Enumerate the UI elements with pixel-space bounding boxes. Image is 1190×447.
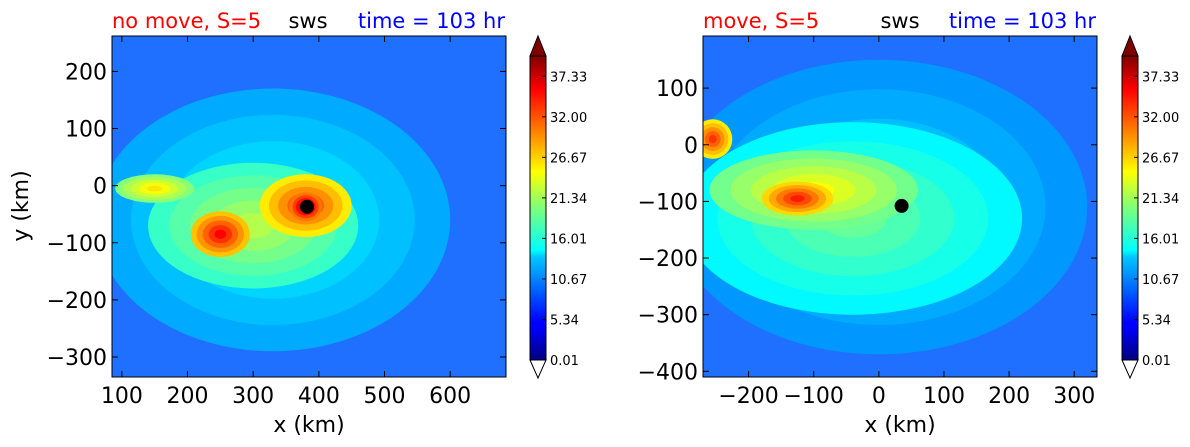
y-tick-label: −300 — [47, 346, 107, 371]
colorbar-tick-label: 10.67 — [550, 273, 587, 288]
colorbar-right-ticks: 37.33 32.00 26.67 21.34 16.01 10.67 5.34 0.01 — [1134, 70, 1179, 369]
colorbar-tick-label: 37.33 — [550, 70, 587, 85]
contour-field-left — [112, 88, 451, 352]
colorbar-left: 37.33 32.00 26.67 21.34 16.01 10.67 5.34 0.01 — [529, 34, 587, 380]
colorbar-left-extend-max — [529, 34, 547, 57]
y-tick-label: 0 — [93, 175, 107, 200]
y-tick-label: −200 — [638, 247, 698, 272]
colorbar-tick-label: 26.67 — [1142, 151, 1179, 166]
y-tick-label: −100 — [638, 190, 698, 215]
colorbar-left-bar — [529, 55, 547, 361]
panel-left: 100 200 300 400 500 600 200 100 0 −100 −200 −300 no… — [9, 9, 507, 438]
title-time-right: time = 103 hr — [949, 9, 1096, 33]
x-tick-label: 300 — [232, 384, 274, 409]
colorbar-tick-label: 16.01 — [550, 232, 587, 247]
x-tick-label: 300 — [1053, 384, 1095, 409]
colorbar-left-ticks: 37.33 32.00 26.67 21.34 16.01 10.67 5.34 0.01 — [542, 70, 587, 369]
x-tick-label: 0 — [872, 384, 886, 409]
x-tick-label: 600 — [429, 384, 471, 409]
colorbar-tick-label: 16.01 — [1142, 232, 1179, 247]
storm-center-marker — [300, 199, 315, 214]
colorbar-left-extend-min — [529, 359, 547, 380]
x-tick-label: 400 — [298, 384, 340, 409]
contour-blob-3-4 — [708, 135, 717, 144]
y-tick-label: −200 — [47, 289, 107, 314]
y-axis-label-left: y (km) — [9, 170, 34, 241]
y-tick-label: −300 — [638, 304, 698, 329]
x-axis-label-left: x (km) — [273, 413, 344, 438]
storm-center-marker — [894, 198, 909, 213]
x-tick-label: 200 — [988, 384, 1030, 409]
x-tick-label: 100 — [923, 384, 965, 409]
y-tick-label: −100 — [47, 232, 107, 257]
contour-blob-2-4 — [146, 185, 163, 192]
x-tick-label: −200 — [718, 384, 778, 409]
contour-blob-4-4 — [790, 195, 805, 202]
colorbar-tick-label: 21.34 — [550, 192, 587, 207]
x-axis-label-right: x (km) — [864, 413, 935, 438]
colorbar-right-extend-min — [1121, 359, 1139, 380]
colorbar-tick-label: 21.34 — [1142, 192, 1179, 207]
y-tick-label: 200 — [65, 60, 107, 85]
colorbar-tick-label: 0.01 — [550, 354, 579, 369]
colorbar-tick-label: 0.01 — [1142, 354, 1171, 369]
title-time-left: time = 103 hr — [358, 9, 505, 33]
y-tick-label: −400 — [638, 360, 698, 385]
title-left: no move, S=5 — [112, 9, 261, 33]
colorbar-tick-label: 37.33 — [1142, 70, 1179, 85]
title-right-panel: move, S=5 — [703, 9, 819, 33]
colorbar-right-extend-max — [1121, 34, 1139, 57]
colorbar-right-bar — [1121, 55, 1139, 361]
colorbar-right: 37.33 32.00 26.67 21.34 16.01 10.67 5.34 0.01 — [1121, 34, 1179, 380]
plot-frame-left — [111, 35, 507, 378]
colorbar-tick-label: 5.34 — [1142, 313, 1171, 328]
colorbar-tick-label: 32.00 — [1142, 111, 1179, 126]
colorbar-tick-label: 26.67 — [550, 151, 587, 166]
contour-field-right — [703, 59, 1088, 355]
x-tick-label: 200 — [167, 384, 209, 409]
ticks-left: 100 200 300 400 500 600 200 100 0 −100 −200 −300 — [47, 36, 506, 409]
y-tick-label: 100 — [656, 77, 698, 102]
x-tick-label: 500 — [364, 384, 406, 409]
colorbar-tick-label: 10.67 — [1142, 273, 1179, 288]
y-tick-label: 100 — [65, 118, 107, 143]
plot-frame-right — [702, 35, 1098, 378]
contour-blob-4-4 — [214, 229, 227, 239]
y-tick-label: 0 — [684, 134, 698, 159]
title-center-right: sws — [880, 9, 919, 33]
x-tick-label: 100 — [101, 384, 143, 409]
x-tick-label: −100 — [783, 384, 843, 409]
colorbar-tick-label: 32.00 — [550, 111, 587, 126]
title-center-left: sws — [288, 9, 327, 33]
colorbar-tick-label: 5.34 — [550, 313, 579, 328]
